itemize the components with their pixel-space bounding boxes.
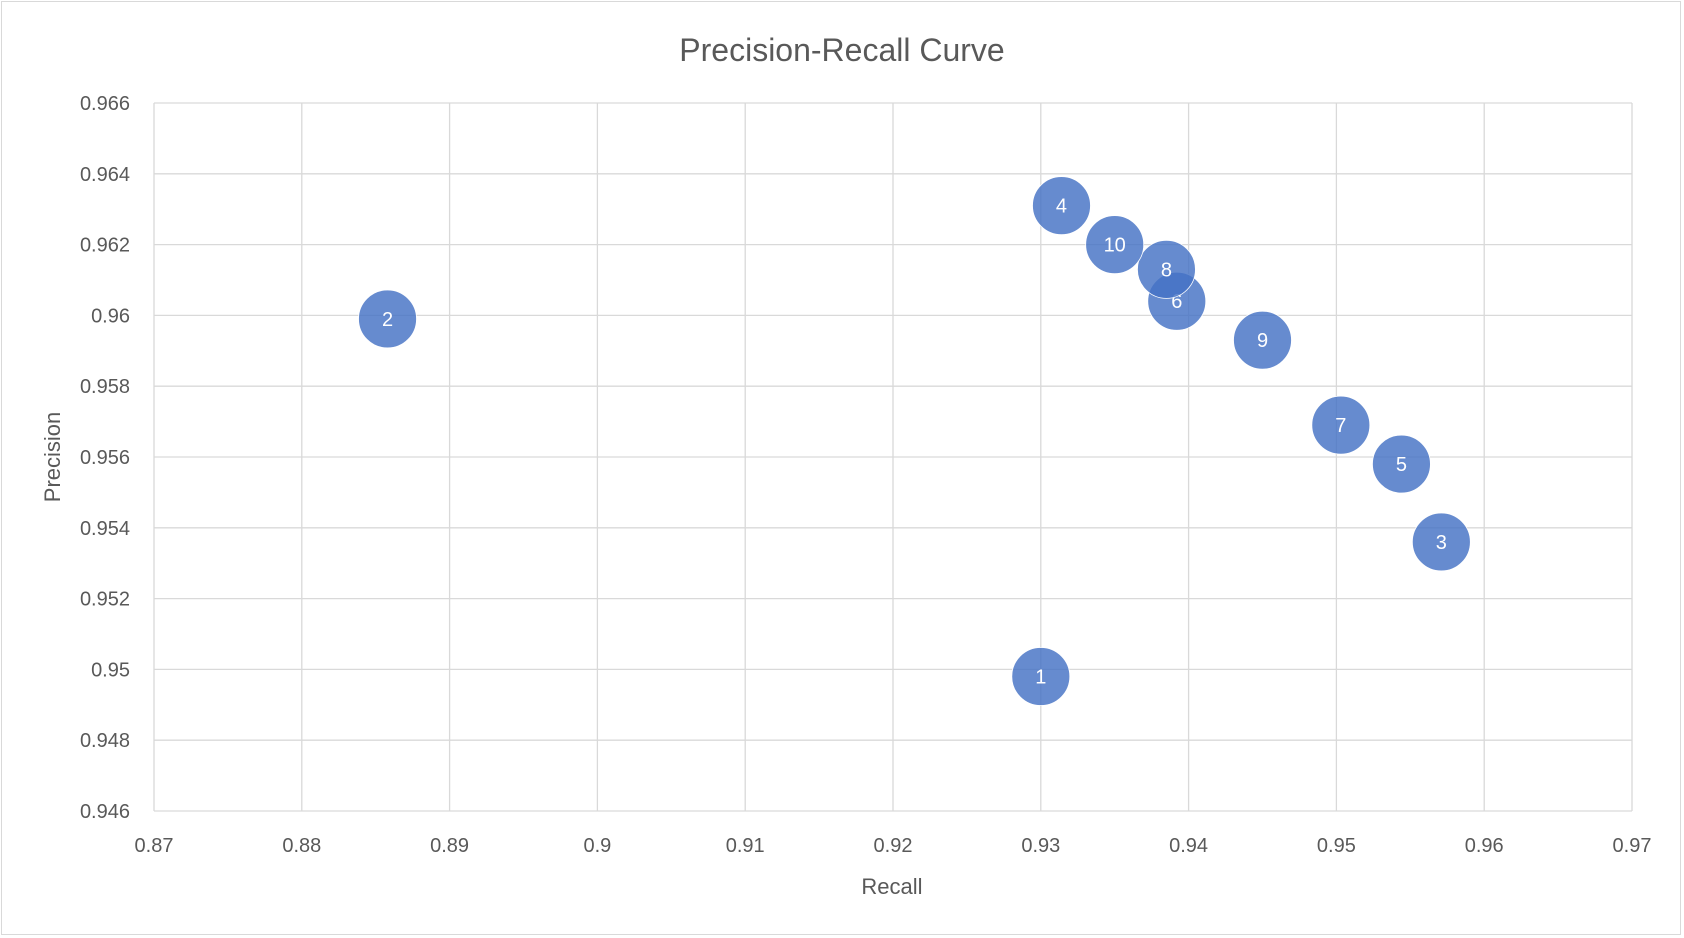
y-axis-tick-labels: 0.966 0.964 0.962 0.96 0.958 0.956 0.954 0.952 0… (80, 93, 130, 823)
x-tick-label: 0.94 (1169, 835, 1208, 857)
y-tick-label: 0.952 (80, 589, 130, 611)
y-tick-label: 0.964 (80, 164, 130, 186)
x-tick-label: 0.95 (1317, 835, 1356, 857)
data-point-bubble (1372, 434, 1431, 494)
data-point: 1 (1011, 647, 1071, 706)
data-point-label: 2 (382, 309, 393, 331)
y-tick-label: 0.946 (80, 801, 130, 823)
data-point: 10 (1085, 215, 1145, 275)
data-point: 9 (1233, 310, 1292, 370)
data-points: 1 2 3 4 5 6 7 8 9 10 (358, 176, 1471, 706)
data-point: 3 (1411, 512, 1471, 572)
data-point-bubble (1311, 395, 1371, 455)
data-point-label: 5 (1396, 454, 1407, 476)
x-tick-label: 0.96 (1465, 835, 1504, 857)
y-tick-label: 0.954 (80, 518, 130, 540)
x-tick-label: 0.89 (430, 835, 469, 857)
x-tick-label: 0.92 (874, 835, 913, 857)
x-tick-label: 0.87 (135, 835, 174, 857)
x-axis-title: Recall (861, 874, 922, 899)
data-point-label: 9 (1257, 330, 1268, 352)
data-point: 2 (358, 289, 417, 349)
x-tick-label: 0.97 (1613, 835, 1652, 857)
data-point-bubble (358, 289, 417, 349)
data-point-label: 10 (1104, 235, 1126, 257)
data-point: 8 (1137, 239, 1196, 299)
y-tick-label: 0.948 (80, 730, 130, 752)
x-axis-tick-labels: 0.87 0.88 0.89 0.9 0.91 0.92 0.93 0.94 0.95 0.96 0… (135, 835, 1652, 857)
y-tick-label: 0.956 (80, 447, 130, 469)
y-tick-label: 0.958 (80, 376, 130, 398)
y-tick-label: 0.95 (91, 659, 130, 681)
data-point: 5 (1372, 434, 1431, 494)
data-point-label: 4 (1056, 196, 1067, 218)
data-point: 7 (1311, 395, 1371, 455)
data-point-bubble (1032, 176, 1091, 236)
x-tick-label: 0.91 (726, 835, 765, 857)
data-point-bubble (1233, 310, 1292, 370)
data-point-label: 6 (1171, 291, 1182, 313)
data-point-label: 1 (1035, 666, 1046, 688)
data-point-bubble (1137, 239, 1196, 299)
x-tick-label: 0.9 (583, 835, 611, 857)
data-point-label: 3 (1436, 532, 1447, 554)
chart-title: Precision-Recall Curve (679, 32, 1004, 68)
y-tick-label: 0.966 (80, 93, 130, 115)
data-point-bubble (1011, 647, 1071, 706)
y-axis-title: Precision (40, 412, 65, 502)
x-tick-label: 0.88 (282, 835, 321, 857)
data-point-label: 8 (1161, 259, 1172, 281)
y-tick-label: 0.96 (91, 305, 130, 327)
data-point-bubble (1411, 512, 1471, 572)
data-point-label: 7 (1335, 415, 1346, 437)
y-tick-label: 0.962 (80, 235, 130, 257)
x-tick-label: 0.93 (1021, 835, 1060, 857)
data-point-bubble (1085, 215, 1145, 275)
data-point: 4 (1032, 176, 1091, 236)
